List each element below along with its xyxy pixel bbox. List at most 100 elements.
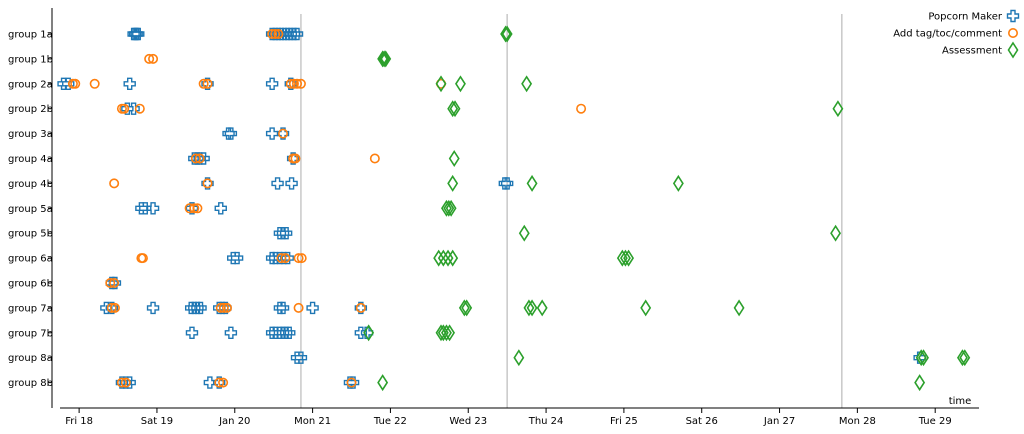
assessment-point	[918, 349, 929, 367]
comment-point	[202, 178, 213, 189]
popcorn-maker-point	[213, 376, 226, 389]
comment-point	[270, 28, 281, 39]
comment-point	[276, 253, 287, 264]
assessment-point	[377, 50, 389, 68]
popcorn-maker-point	[201, 177, 214, 190]
comment-point	[70, 78, 81, 89]
comment-point	[218, 302, 229, 313]
comment-point	[120, 377, 131, 388]
comment-point	[295, 78, 306, 89]
comment-point	[89, 78, 100, 89]
assessment-point	[500, 25, 512, 43]
y-tick-label: group 1b	[8, 54, 53, 65]
popcorn-maker-point	[57, 77, 70, 90]
popcorn-maker-point	[283, 326, 296, 339]
assessment-point	[458, 299, 470, 317]
popcorn-maker-point	[203, 376, 217, 389]
x-tick-label: Mon 28	[839, 416, 876, 427]
x-tick-label: Sat 19	[141, 416, 173, 427]
popcorn-maker-point	[201, 77, 214, 90]
x-tick-label: Fri 25	[610, 416, 638, 427]
legend: Popcorn Maker Add tag/toc/comment Assessme…	[893, 9, 1020, 59]
popcorn-maker-point	[273, 301, 287, 315]
legend-label: Popcorn Maker	[928, 12, 1003, 23]
comment-point	[189, 203, 200, 214]
popcorn-maker-point	[108, 276, 122, 290]
popcorn-maker-point	[276, 301, 290, 315]
comment-point	[192, 203, 203, 214]
popcorn-maker-point	[135, 202, 148, 215]
assessment-point	[915, 349, 927, 367]
popcorn-maker-point	[1006, 9, 1020, 23]
assessment-point	[832, 100, 844, 118]
x-tick-label: Thu 24	[528, 416, 564, 427]
y-tick-label: group 1a	[8, 30, 53, 41]
comment-point	[106, 302, 117, 313]
assessment-point	[441, 324, 452, 342]
x-tick-label: Tue 29	[918, 416, 952, 427]
popcorn-maker-point	[194, 301, 207, 315]
assessment-point	[447, 174, 459, 192]
assessment-point	[526, 174, 538, 192]
popcorn-maker-point	[271, 177, 284, 190]
popcorn-maker-point	[265, 127, 279, 140]
popcorn-maker-point	[354, 301, 368, 315]
popcorn-maker-point	[132, 27, 145, 41]
assessment-point	[959, 349, 971, 367]
assessment-point	[437, 249, 449, 267]
comment-point	[119, 103, 130, 114]
y-tick-label: group 6b	[8, 279, 53, 290]
popcorn-maker-point	[269, 326, 282, 339]
assessment-point	[380, 50, 392, 68]
y-tick-label: group 8b	[8, 378, 53, 389]
assessment-point	[443, 199, 455, 217]
assessment-point	[455, 75, 466, 93]
y-tick-label: group 2b	[8, 104, 53, 115]
popcorn-maker-point	[265, 251, 279, 265]
comment-point	[109, 302, 120, 313]
assessment-point	[363, 324, 375, 342]
popcorn-maker-point	[285, 177, 298, 190]
popcorn-maker-point	[146, 202, 160, 215]
reference-lines	[300, 14, 843, 408]
y-tick-label: group 4b	[8, 179, 53, 190]
comment-point	[293, 302, 304, 313]
popcorn-maker-point	[197, 152, 210, 165]
popcorn-maker-point	[500, 177, 514, 190]
popcorn-maker-point	[286, 152, 300, 165]
assessment-point	[620, 249, 631, 267]
comment-point	[278, 128, 289, 139]
comment-point	[288, 78, 299, 89]
comment-point	[109, 277, 120, 288]
comment-point	[296, 253, 307, 264]
popcorn-maker-point	[185, 326, 199, 339]
assessment-point	[435, 75, 447, 93]
assessment-point	[1007, 41, 1019, 59]
assessment-point	[445, 199, 457, 217]
assessment-point	[447, 100, 459, 118]
assessment-point	[956, 349, 968, 367]
popcorn-maker-point	[279, 227, 293, 240]
popcorn-maker-point	[146, 301, 160, 315]
assessment-point	[501, 25, 513, 43]
comment-point	[346, 377, 357, 388]
assessment-point	[616, 249, 628, 267]
comment-point	[194, 153, 205, 164]
y-tick-label: group 8a	[8, 353, 53, 364]
popcorn-maker-point	[105, 301, 119, 315]
assessment-point	[513, 349, 525, 367]
assessment-point	[830, 224, 842, 242]
y-tick-label: group 5b	[8, 229, 53, 240]
y-tick-label: group 6a	[8, 254, 53, 265]
y-tick-label: group 7b	[8, 328, 53, 339]
assessment-point	[733, 299, 745, 317]
popcorn-maker-point	[224, 127, 238, 140]
comment-point	[293, 253, 304, 264]
comment-point	[214, 377, 225, 388]
assessment-point	[461, 299, 473, 317]
x-tick-label: Jan 20	[218, 416, 250, 427]
comment-point	[369, 153, 380, 164]
comment-point	[280, 253, 291, 264]
y-axis-ticks: group 1a group 1b group 2a group 2b group 3a…	[8, 30, 53, 390]
